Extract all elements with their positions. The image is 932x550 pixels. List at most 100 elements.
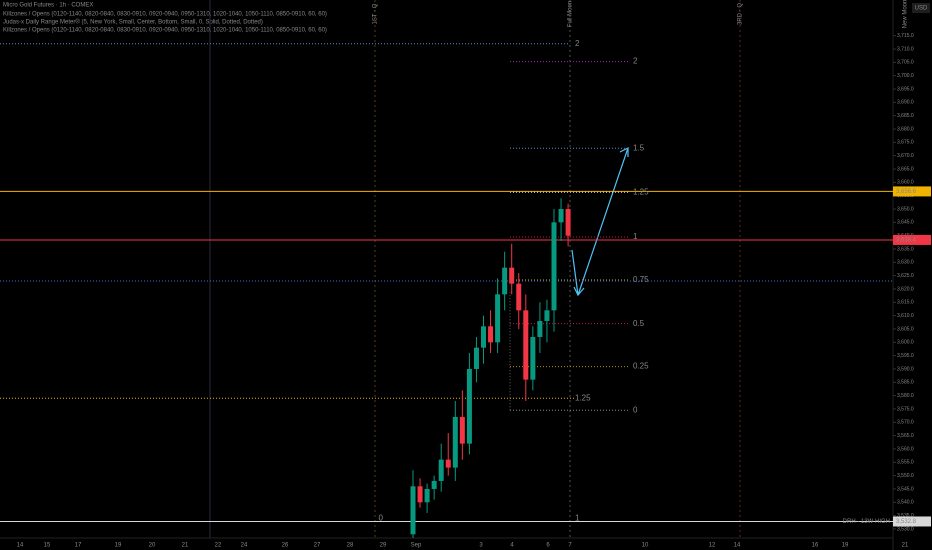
candle-body xyxy=(417,486,423,503)
x-tick-label: 26 xyxy=(282,543,289,549)
y-tick-label: 3,690.0 xyxy=(897,100,914,106)
x-tick-label: 15 xyxy=(44,543,51,549)
event-label: 3RD - Q xyxy=(738,3,744,25)
currency-box[interactable] xyxy=(912,3,930,13)
event-label: New Moon xyxy=(903,0,909,28)
candle-body xyxy=(438,459,444,481)
price-tag-label: 3,656.6 xyxy=(896,189,917,195)
candle-body xyxy=(544,310,550,321)
event-label: Full Moon xyxy=(568,1,574,27)
price-tag-label: 3,532.8 xyxy=(896,519,917,525)
price-tag xyxy=(893,516,931,527)
y-tick-label: 3,650.0 xyxy=(897,206,914,212)
x-tick-label: 20 xyxy=(149,543,156,549)
y-tick-label: 3,550.0 xyxy=(897,473,914,479)
fib-label: 0 xyxy=(379,513,384,522)
fib-label: 2 xyxy=(575,39,580,48)
y-tick-label: 3,625.0 xyxy=(897,273,914,279)
y-tick-label: 3,630.0 xyxy=(897,260,914,266)
x-tick-label: 17 xyxy=(75,543,82,549)
y-tick-label: 3,660.0 xyxy=(897,180,914,186)
y-tick-label: 3,600.0 xyxy=(897,340,914,346)
price-tag xyxy=(893,234,931,245)
event-label: 1ST - Q xyxy=(373,3,379,24)
y-tick-label: 3,580.0 xyxy=(897,393,914,399)
fib-label: 0.5 xyxy=(633,319,645,328)
y-tick-label: 3,675.0 xyxy=(897,140,914,146)
y-tick-label: 3,540.0 xyxy=(897,500,914,506)
y-tick-label: 3,670.0 xyxy=(897,153,914,159)
candle-body xyxy=(466,368,472,444)
fib-label: 0.25 xyxy=(633,362,649,371)
fib-label: 1.25 xyxy=(633,187,649,196)
price-tag-label: 3,638.4 xyxy=(896,238,917,244)
x-tick-label: 21 xyxy=(902,543,909,549)
y-tick-label: 3,565.0 xyxy=(897,433,914,439)
header-title: Micro Gold Futures · 1h · COMEX xyxy=(3,3,93,9)
fib-label: 0.75 xyxy=(633,275,649,284)
x-tick-label: 29 xyxy=(380,543,387,549)
x-tick-label: 28 xyxy=(347,543,354,549)
y-tick-label: 3,615.0 xyxy=(897,300,914,306)
candle-body xyxy=(431,480,437,489)
x-tick-label: 24 xyxy=(241,543,248,549)
y-tick-label: 3,715.0 xyxy=(897,33,914,39)
y-tick-label: 3,605.0 xyxy=(897,326,914,332)
y-tick-label: 3,610.0 xyxy=(897,313,914,319)
candle-body xyxy=(502,267,508,295)
y-tick-label: 3,535.0 xyxy=(897,513,914,519)
x-tick-label: 6 xyxy=(546,543,550,549)
candle-body xyxy=(473,347,479,369)
header-line: Killzones / Opens (0120-1140, 0820-0840,… xyxy=(3,28,327,34)
y-tick-label: 3,570.0 xyxy=(897,420,914,426)
y-tick-label: 3,680.0 xyxy=(897,126,914,132)
fib-label: 1 xyxy=(575,513,580,522)
fib-label: 1.25 xyxy=(575,393,591,402)
y-tick-label: 3,545.0 xyxy=(897,486,914,492)
candle-body xyxy=(558,209,564,223)
y-tick-label: 3,620.0 xyxy=(897,286,914,292)
price-tag xyxy=(893,186,931,197)
y-tick-label: 3,585.0 xyxy=(897,380,914,386)
y-tick-label: 3,575.0 xyxy=(897,406,914,412)
x-tick-label: 14 xyxy=(17,543,24,549)
y-tick-label: 3,590.0 xyxy=(897,366,914,372)
y-tick-label: 3,700.0 xyxy=(897,73,914,79)
y-tick-label: 3,595.0 xyxy=(897,353,914,359)
currency[interactable]: USD xyxy=(915,6,928,12)
x-tick-label: 12 xyxy=(709,543,716,549)
y-tick-label: 3,645.0 xyxy=(897,220,914,226)
x-tick-label: 27 xyxy=(314,543,321,549)
candle-body xyxy=(445,459,451,468)
y-tick-label: 3,555.0 xyxy=(897,460,914,466)
header-line: Judas-x Daily Range Meter® (5, New York,… xyxy=(3,19,263,26)
fib-label: 2 xyxy=(633,57,638,66)
arrow-head xyxy=(573,286,585,297)
x-tick-label: 3 xyxy=(479,543,483,549)
candle-body xyxy=(424,488,430,503)
x-tick-label: 7 xyxy=(568,543,572,549)
y-tick-label: 3,635.0 xyxy=(897,246,914,252)
x-tick-label: 22 xyxy=(215,543,222,549)
candle-body xyxy=(509,267,515,284)
y-tick-label: 3,685.0 xyxy=(897,113,914,119)
y-tick-label: 3,705.0 xyxy=(897,60,914,66)
price-note: DRH - 13W HIGH xyxy=(843,519,890,525)
candle-body xyxy=(459,416,465,444)
y-tick-label: 3,710.0 xyxy=(897,46,914,52)
fib-label: 1.5 xyxy=(633,143,645,152)
candle-body xyxy=(523,310,529,380)
x-tick-label: 14 xyxy=(734,543,741,549)
x-tick-label: 4 xyxy=(510,543,514,549)
x-tick-label: 10 xyxy=(642,543,649,549)
x-tick-label: Sep xyxy=(411,543,422,549)
candle-body xyxy=(537,320,543,337)
candle-body xyxy=(565,209,571,236)
fib-label: 1 xyxy=(633,232,638,241)
candle-body xyxy=(530,336,536,380)
header-line: Killzones / Opens (0120-1140, 0820-0840,… xyxy=(3,12,327,18)
x-tick-label: 21 xyxy=(182,543,189,549)
candle-body xyxy=(410,486,416,535)
